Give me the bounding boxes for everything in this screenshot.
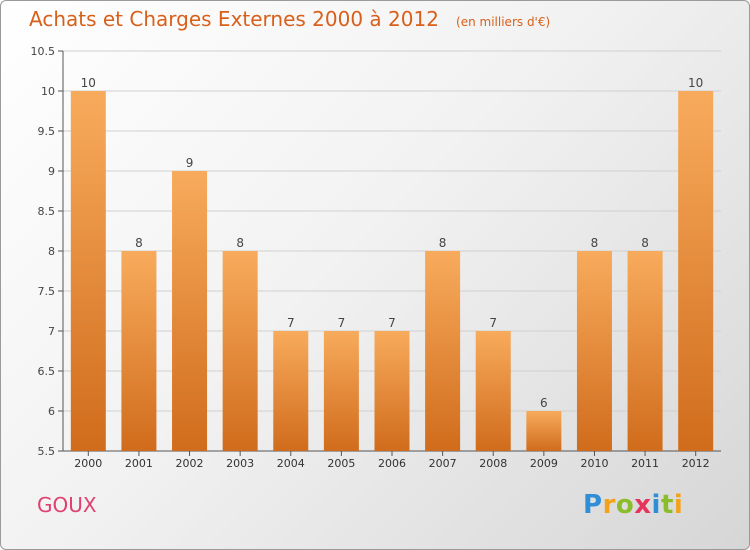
- x-tick-label: 2002: [176, 457, 204, 470]
- y-tick-label: 9.5: [38, 125, 56, 138]
- x-axis: 2000 2001 2002 2003 2004 2005 2006 2007 2008 2009…: [74, 451, 710, 470]
- x-tick-label: 2009: [530, 457, 558, 470]
- bar-2004: [273, 331, 309, 451]
- brand-letter: x: [634, 490, 652, 520]
- bar-value-label: 7: [287, 316, 295, 330]
- x-tick-label: 2011: [631, 457, 659, 470]
- title-row: Achats et Charges Externes 2000 à 2012 (…: [29, 7, 550, 31]
- bar-value-label: 7: [489, 316, 497, 330]
- x-tick-label: 2012: [682, 457, 710, 470]
- bar-value-label: 10: [81, 76, 96, 90]
- bar-2010: [576, 251, 612, 451]
- y-tick-label: 8: [48, 245, 55, 258]
- commune-name: GOUX: [37, 493, 97, 517]
- bar-2012: [678, 91, 714, 451]
- bar-value-label: 10: [688, 76, 703, 90]
- bar-2007: [425, 251, 461, 451]
- y-tick-label: 6: [48, 405, 55, 418]
- brand-letter: P: [583, 490, 603, 520]
- brand-letter: i: [651, 490, 661, 520]
- bar-2011: [627, 251, 663, 451]
- bar-value-label: 7: [338, 316, 346, 330]
- bar-2005: [323, 331, 359, 451]
- bar-value-label: 6: [540, 396, 548, 410]
- x-tick-label: 2001: [125, 457, 153, 470]
- bar-value-label: 8: [439, 236, 447, 250]
- x-tick-label: 2006: [378, 457, 406, 470]
- brand-letter: o: [615, 490, 635, 520]
- bars: 10 8 9 8 7 7 7 8 7 6 8 8 10: [70, 76, 714, 451]
- brand-letter: r: [602, 490, 616, 520]
- x-tick-label: 2008: [479, 457, 507, 470]
- bar-2008: [475, 331, 511, 451]
- x-tick-label: 2003: [226, 457, 254, 470]
- bar-2000: [70, 91, 106, 451]
- bar-value-label: 9: [186, 156, 194, 170]
- y-tick-label: 9: [48, 165, 55, 178]
- bar-2003: [222, 251, 258, 451]
- brand-letter: t: [660, 490, 674, 520]
- bar-value-label: 8: [591, 236, 599, 250]
- y-tick-label: 8.5: [38, 205, 56, 218]
- y-tick-label: 7: [48, 325, 55, 338]
- x-tick-label: 2005: [327, 457, 355, 470]
- bar-value-label: 8: [641, 236, 649, 250]
- x-tick-label: 2004: [277, 457, 305, 470]
- x-tick-label: 2007: [429, 457, 457, 470]
- y-tick-label: 6.5: [38, 365, 56, 378]
- bar-2009: [526, 411, 562, 451]
- bar-value-label: 8: [135, 236, 143, 250]
- bar-value-label: 8: [236, 236, 244, 250]
- y-tick-label: 7.5: [38, 285, 56, 298]
- brand-letter: i: [673, 490, 684, 520]
- chart-subtitle: (en milliers d'€): [456, 15, 551, 29]
- bar-2002: [172, 171, 208, 451]
- bar-2001: [121, 251, 157, 451]
- x-tick-label: 2000: [74, 457, 102, 470]
- y-tick-label: 10: [41, 85, 55, 98]
- y-tick-label: 5.5: [38, 445, 56, 458]
- bar-2006: [374, 331, 410, 451]
- brand-logo: Proxiti: [583, 490, 683, 520]
- bar-value-label: 7: [388, 316, 396, 330]
- y-tick-label: 10.5: [31, 45, 56, 58]
- chart-title: Achats et Charges Externes 2000 à 2012: [29, 7, 439, 31]
- x-tick-label: 2010: [580, 457, 608, 470]
